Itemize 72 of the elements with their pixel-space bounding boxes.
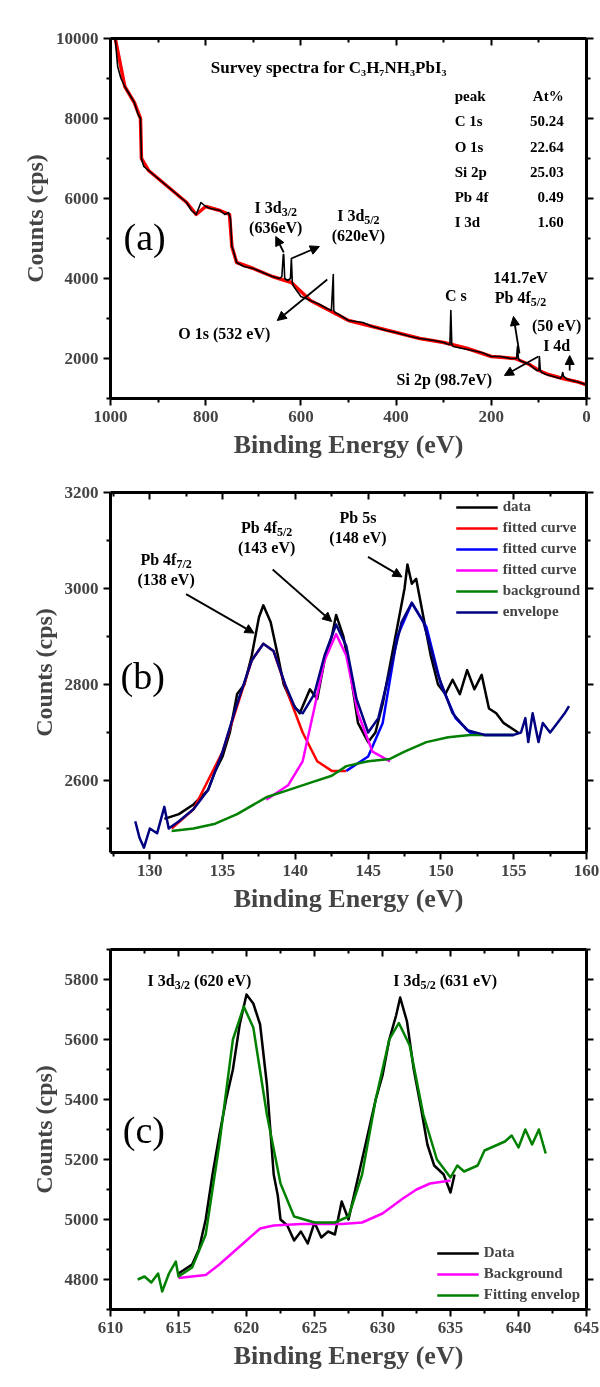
x-tick-label: 150 [428, 860, 454, 880]
y-tick-label: 5800 [64, 970, 99, 989]
x-tick-label: 145 [355, 860, 381, 880]
legend-label: Background [483, 1265, 563, 1282]
annotation: Pb 5s (148 eV) [329, 509, 387, 548]
x-tick-label: 135 [209, 860, 236, 880]
legend-label: fitted curve [502, 540, 577, 557]
y-tick-label: 5200 [64, 1150, 99, 1169]
x-tick-label: 800 [192, 406, 219, 426]
y-tick-label: 3000 [64, 579, 99, 598]
y-tick-label: 4000 [64, 269, 99, 288]
annotation: O 1s (532 eV) [178, 325, 271, 343]
x-tick-label: 600 [288, 406, 314, 426]
x-tick-label: 615 [165, 1317, 192, 1337]
x-tick-label: 620 [233, 1317, 260, 1337]
annotation: 22.64 [529, 138, 565, 155]
annotation: Pb 4f [454, 188, 490, 205]
x-tick-label: 155 [500, 860, 527, 880]
legend-label: Fitting envelop [483, 1286, 580, 1303]
y-tick-label: 2800 [64, 675, 99, 694]
y-tick-label: 10000 [56, 29, 99, 48]
x-tick-label: 160 [573, 860, 600, 880]
x-tick-label: 1000 [93, 406, 128, 426]
y-tick-label: 5600 [64, 1030, 99, 1049]
y-tick-label: 6000 [64, 189, 99, 208]
x-axis-title: Binding Energy (eV) [233, 883, 464, 913]
x-axis-title: Binding Energy (eV) [233, 429, 464, 459]
x-tick-label: 640 [505, 1317, 532, 1337]
y-axis-title: Counts (cps) [22, 154, 48, 283]
y-tick-label: 5000 [64, 1210, 99, 1229]
annotation: (a) [123, 215, 166, 259]
x-tick-label: 140 [282, 860, 309, 880]
annotation: 25.03 [529, 163, 564, 180]
y-tick-label: 8000 [64, 109, 99, 128]
legend-label: background [502, 582, 580, 599]
x-tick-label: 400 [383, 406, 409, 426]
annotation: I 3d [454, 213, 481, 230]
text: Survey spectra for C₃H₇NH₃PbI₃ [210, 57, 447, 77]
x-tick-label: 0 [582, 406, 591, 426]
annotation: 50.24 [529, 113, 565, 130]
legend-label: fitted curve [502, 561, 577, 578]
legend-label: data [502, 498, 532, 515]
annotation: C s [444, 287, 467, 304]
x-tick-label: 630 [369, 1317, 396, 1337]
annotation: 1.60 [537, 213, 564, 230]
y-axis-title: Counts (cps) [30, 1065, 57, 1194]
annotation: (c) [122, 1108, 165, 1152]
x-tick-label: 200 [478, 406, 505, 426]
annotation: 0.49 [537, 188, 564, 205]
annotation: Si 2p [454, 163, 487, 180]
x-tick-label: 625 [301, 1317, 328, 1337]
annotation: peak [454, 88, 487, 105]
legend-label: Data [483, 1244, 515, 1261]
legend-label: envelope [502, 603, 559, 620]
y-axis-title: Counts (cps) [30, 608, 57, 737]
x-tick-label: 610 [97, 1317, 124, 1337]
annotation: (50 eV) I 4d [532, 317, 582, 354]
x-tick-label: 130 [137, 860, 163, 880]
y-tick-label: 2600 [64, 771, 99, 790]
annotation: At% [532, 88, 564, 105]
legend-label: fitted curve [502, 519, 577, 536]
annotation: (b) [120, 655, 165, 699]
x-axis-title: Binding Energy (eV) [233, 1340, 464, 1370]
y-tick-label: 4800 [64, 1270, 99, 1289]
x-tick-label: 645 [573, 1317, 600, 1337]
annotation: O 1s [454, 138, 484, 155]
y-tick-label: 3200 [64, 483, 99, 502]
y-tick-label: 2000 [64, 349, 99, 368]
annotation: C 1s [454, 113, 483, 130]
x-tick-label: 635 [437, 1317, 464, 1337]
annotation: Si 2p (98.7eV) [396, 371, 493, 389]
y-tick-label: 5400 [64, 1090, 99, 1109]
